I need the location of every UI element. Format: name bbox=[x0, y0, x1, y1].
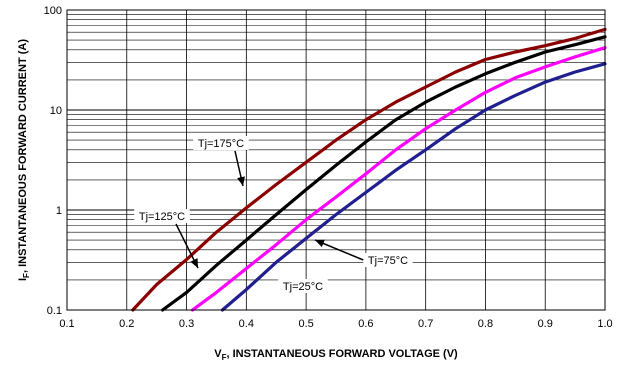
annotations: Tj=175°C Tj=125°C Tj=75°C Tj=25°C bbox=[134, 136, 413, 293]
plot-border bbox=[66, 9, 606, 311]
y-tick-label: 0.1 bbox=[47, 305, 62, 317]
x-tick-label: 0.6 bbox=[358, 318, 373, 330]
series-line-0 bbox=[131, 27, 607, 312]
plot-area bbox=[67, 10, 605, 310]
x-tick-label: 1.0 bbox=[597, 318, 612, 330]
series-line-1 bbox=[161, 35, 607, 312]
x-axis-title: VF, INSTANTANEOUS FORWARD VOLTAGE (V) bbox=[214, 348, 458, 362]
annotation-label: Tj=75°C bbox=[368, 255, 408, 267]
x-axis-title-main: V bbox=[214, 348, 222, 360]
x-tick-label: 0.7 bbox=[418, 318, 433, 330]
annotation-label: Tj=175°C bbox=[198, 138, 244, 150]
series-line-3 bbox=[220, 62, 607, 312]
series-lines bbox=[131, 27, 607, 312]
annotation-arrowhead bbox=[237, 176, 245, 186]
x-tick-label: 0.3 bbox=[179, 318, 194, 330]
annotation-arrowhead bbox=[315, 239, 325, 248]
annotation-background bbox=[193, 136, 249, 150]
y-axis-title-main: I bbox=[17, 278, 29, 281]
x-tick-label: 0.4 bbox=[239, 318, 254, 330]
annotation-background bbox=[363, 253, 413, 267]
x-tick-label: 0.8 bbox=[478, 318, 493, 330]
x-tick-label: 0.1 bbox=[59, 318, 74, 330]
series-line-2 bbox=[190, 46, 607, 312]
y-axis-title: IF, INSTANTANEOUS FORWARD CURRENT (A) bbox=[17, 39, 31, 281]
annotation-background bbox=[134, 209, 190, 223]
x-axis-title-sub: F bbox=[222, 353, 227, 362]
y-tick-label: 10 bbox=[50, 105, 62, 117]
x-axis-title-rest: , INSTANTANEOUS FORWARD VOLTAGE (V) bbox=[227, 348, 459, 360]
annotation-background bbox=[278, 279, 328, 293]
x-tick-labels: 0.1 0.2 0.3 0.4 0.5 0.6 0.7 0.8 0.9 1.0 bbox=[59, 318, 612, 330]
y-tick-labels: 0.1 1 10 100 bbox=[44, 5, 62, 317]
y-tick-label: 1 bbox=[56, 205, 62, 217]
annotation-label: Tj=125°C bbox=[139, 211, 185, 223]
annotation-arrowhead bbox=[190, 258, 198, 268]
x-tick-label: 0.9 bbox=[538, 318, 553, 330]
y-tick-label: 100 bbox=[44, 5, 62, 17]
y-axis-title-rest: , INSTANTANEOUS FORWARD CURRENT (A) bbox=[17, 39, 29, 273]
y-axis-title-sub: F bbox=[22, 273, 31, 278]
annotation-label: Tj=25°C bbox=[283, 281, 323, 293]
x-tick-label: 0.2 bbox=[119, 318, 134, 330]
x-tick-label: 0.5 bbox=[298, 318, 313, 330]
